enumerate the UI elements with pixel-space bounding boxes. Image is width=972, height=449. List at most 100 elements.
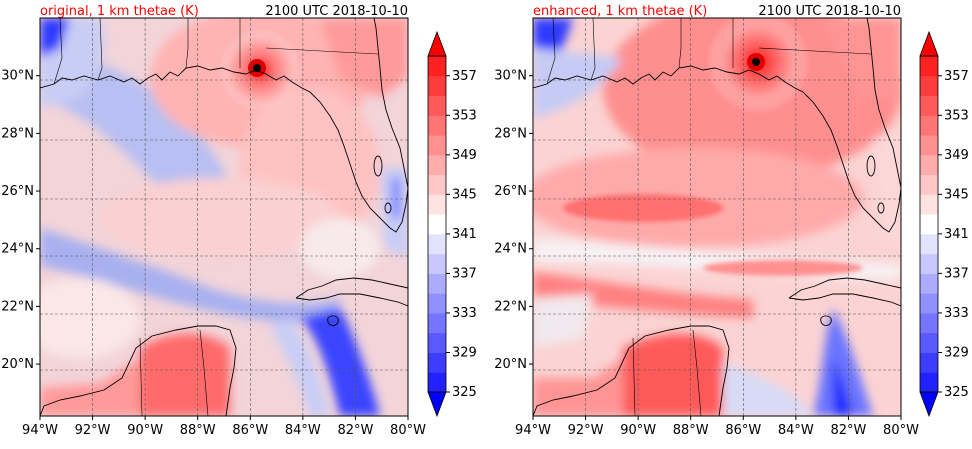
colorbar-tick-label: 357 (452, 69, 477, 84)
colorbar-segment (920, 95, 938, 116)
panel-time-label: 2100 UTC 2018-10-10 (758, 4, 901, 19)
x-tick-label: 80°W (883, 423, 919, 438)
graticule (40, 18, 408, 416)
y-tick-label: 22°N (494, 299, 527, 314)
x-tick-label: 90°W (620, 423, 656, 438)
y-tick-label: 30°N (1, 69, 34, 84)
y-tick-label: 28°N (1, 126, 34, 141)
colorbar-segment (428, 115, 446, 136)
colorbar-segment (920, 312, 938, 334)
x-tick-label: 94°W (515, 423, 551, 438)
colorbar-tick-label: 337 (944, 266, 969, 281)
colorbar-segment (920, 233, 938, 255)
colorbar-extend-min (427, 391, 447, 418)
x-tick-label: 82°W (337, 423, 373, 438)
colorbar-tick-label: 325 (944, 385, 969, 400)
x-tick-label: 90°W (127, 423, 163, 438)
colorbar-segment (428, 56, 446, 77)
x-tick-label: 86°W (232, 423, 268, 438)
x-tick-label: 84°W (285, 423, 321, 438)
colorbar-tick-label: 345 (452, 187, 477, 202)
colorbar-tick-label: 341 (452, 227, 477, 242)
colorbar-tick-label: 337 (452, 266, 477, 281)
y-tick-label: 30°N (494, 69, 527, 84)
colorbar-segment (920, 293, 938, 314)
colorbar-segment (428, 352, 446, 373)
colorbar-segment (428, 95, 446, 116)
colorbar-tick-label: 349 (452, 148, 477, 163)
colorbar-segment (428, 293, 446, 314)
colorbar-segment (920, 56, 938, 77)
x-axis: 94°W 92°W 90°W 88°W 86°W 84°W 82°W 80°W (515, 416, 919, 438)
colorbar-segment (428, 214, 446, 235)
colorbar-tick-label: 333 (452, 306, 477, 321)
x-tick-label: 92°W (568, 423, 604, 438)
colorbar-original: 325 329 333 337 341 345 349 353 357 (427, 30, 477, 418)
colorbar-segment (920, 352, 938, 373)
colorbar-segment (920, 253, 938, 274)
x-tick-label: 84°W (778, 423, 814, 438)
theta-e-field (40, 18, 408, 416)
colorbar-extend-min (919, 391, 939, 418)
panel-original: original, 1 km thetae (K) 2100 UTC 2018-… (1, 4, 426, 438)
colorbar-extend-max (427, 30, 447, 57)
map-frame (39, 17, 409, 417)
colorbar-tick-label: 349 (944, 148, 969, 163)
colorbar-frame (427, 55, 447, 393)
colorbar-segment (428, 273, 446, 294)
colorbar-segment (920, 154, 938, 176)
colorbar-extend-max (919, 30, 939, 57)
y-tick-label: 26°N (1, 184, 34, 199)
colorbar-segment (920, 194, 938, 215)
colorbar-tick-label: 353 (944, 108, 969, 123)
x-tick-label: 92°W (75, 423, 111, 438)
graticule (533, 18, 901, 416)
colorbar-segment (428, 332, 446, 353)
panel-title: enhanced, 1 km thetae (K) (533, 4, 707, 19)
colorbar-segment (428, 312, 446, 334)
map-frame (532, 17, 902, 417)
colorbar-segment (428, 174, 446, 195)
colorbar-tick-label: 345 (944, 187, 969, 202)
colorbar-tick-label: 357 (944, 69, 969, 84)
colorbar-segment (920, 372, 938, 393)
y-tick-label: 24°N (494, 242, 527, 257)
y-tick-label: 20°N (1, 357, 34, 372)
colorbar-segment (428, 135, 446, 156)
colorbar-segment (428, 372, 446, 393)
x-tick-label: 88°W (673, 423, 709, 438)
y-axis: 20°N 22°N 24°N 26°N 28°N 30°N (1, 69, 40, 372)
colorbar-tick-label: 329 (944, 345, 969, 360)
colorbar-enhanced: 325 329 333 337 341 345 349 353 357 (919, 30, 969, 418)
colorbar-tick-label: 353 (452, 108, 477, 123)
colorbar-segment (920, 115, 938, 136)
panel-title: original, 1 km thetae (K) (40, 4, 199, 19)
colorbar-segment (920, 214, 938, 235)
panel-enhanced: enhanced, 1 km thetae (K) 2100 UTC 2018-… (494, 4, 919, 438)
colorbar-frame (919, 55, 939, 393)
colorbar-segment (920, 135, 938, 156)
y-tick-label: 28°N (494, 126, 527, 141)
colorbar-segment (428, 75, 446, 97)
colorbar-segment (920, 75, 938, 97)
x-axis: 94°W 92°W 90°W 88°W 86°W 84°W 82°W 80°W (22, 416, 426, 438)
colorbar-segment (428, 194, 446, 215)
panel-time-label: 2100 UTC 2018-10-10 (265, 4, 408, 19)
x-tick-label: 80°W (390, 423, 426, 438)
theta-e-field (533, 18, 901, 416)
y-tick-label: 22°N (1, 299, 34, 314)
y-axis: 20°N 22°N 24°N 26°N 28°N 30°N (494, 69, 533, 372)
x-tick-label: 82°W (830, 423, 866, 438)
colorbar-segment (428, 233, 446, 255)
colorbar-segment (920, 332, 938, 353)
x-tick-label: 86°W (725, 423, 761, 438)
y-tick-label: 26°N (494, 184, 527, 199)
colorbar-segment (428, 253, 446, 274)
colorbar-tick-label: 333 (944, 306, 969, 321)
colorbar-tick-label: 325 (452, 385, 477, 400)
y-tick-label: 20°N (494, 357, 527, 372)
x-tick-label: 94°W (22, 423, 58, 438)
y-tick-label: 24°N (1, 242, 34, 257)
colorbar-segment (920, 174, 938, 195)
